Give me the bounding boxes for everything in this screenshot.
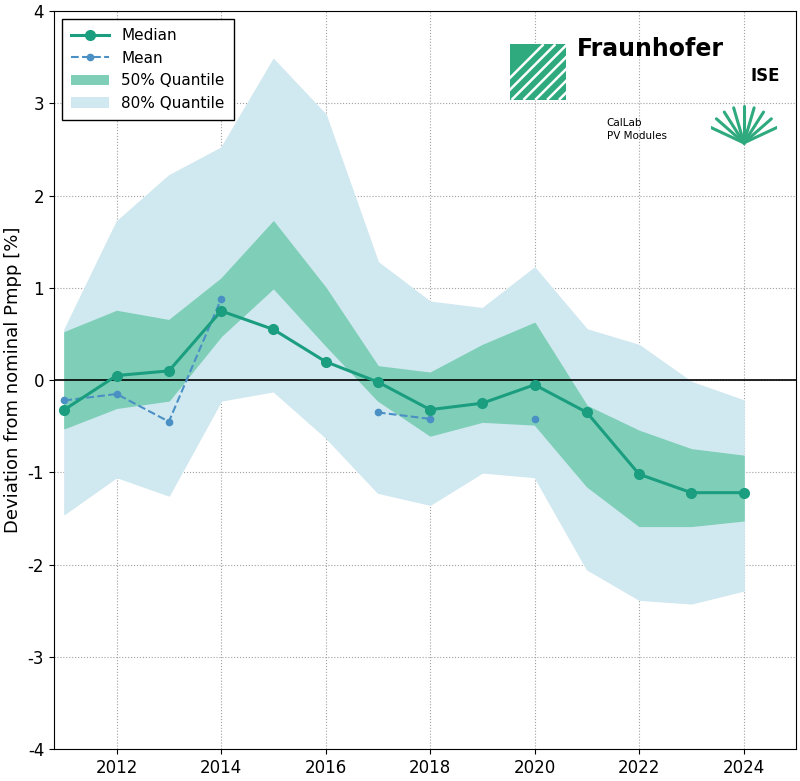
Text: ISE: ISE: [750, 66, 779, 84]
Text: CalLab
PV Modules: CalLab PV Modules: [606, 118, 666, 141]
Y-axis label: Deviation from nominal Pmpp [%]: Deviation from nominal Pmpp [%]: [4, 227, 22, 533]
Text: Fraunhofer: Fraunhofer: [577, 37, 724, 61]
Legend: Median, Mean, 50% Quantile, 80% Quantile: Median, Mean, 50% Quantile, 80% Quantile: [62, 19, 234, 120]
